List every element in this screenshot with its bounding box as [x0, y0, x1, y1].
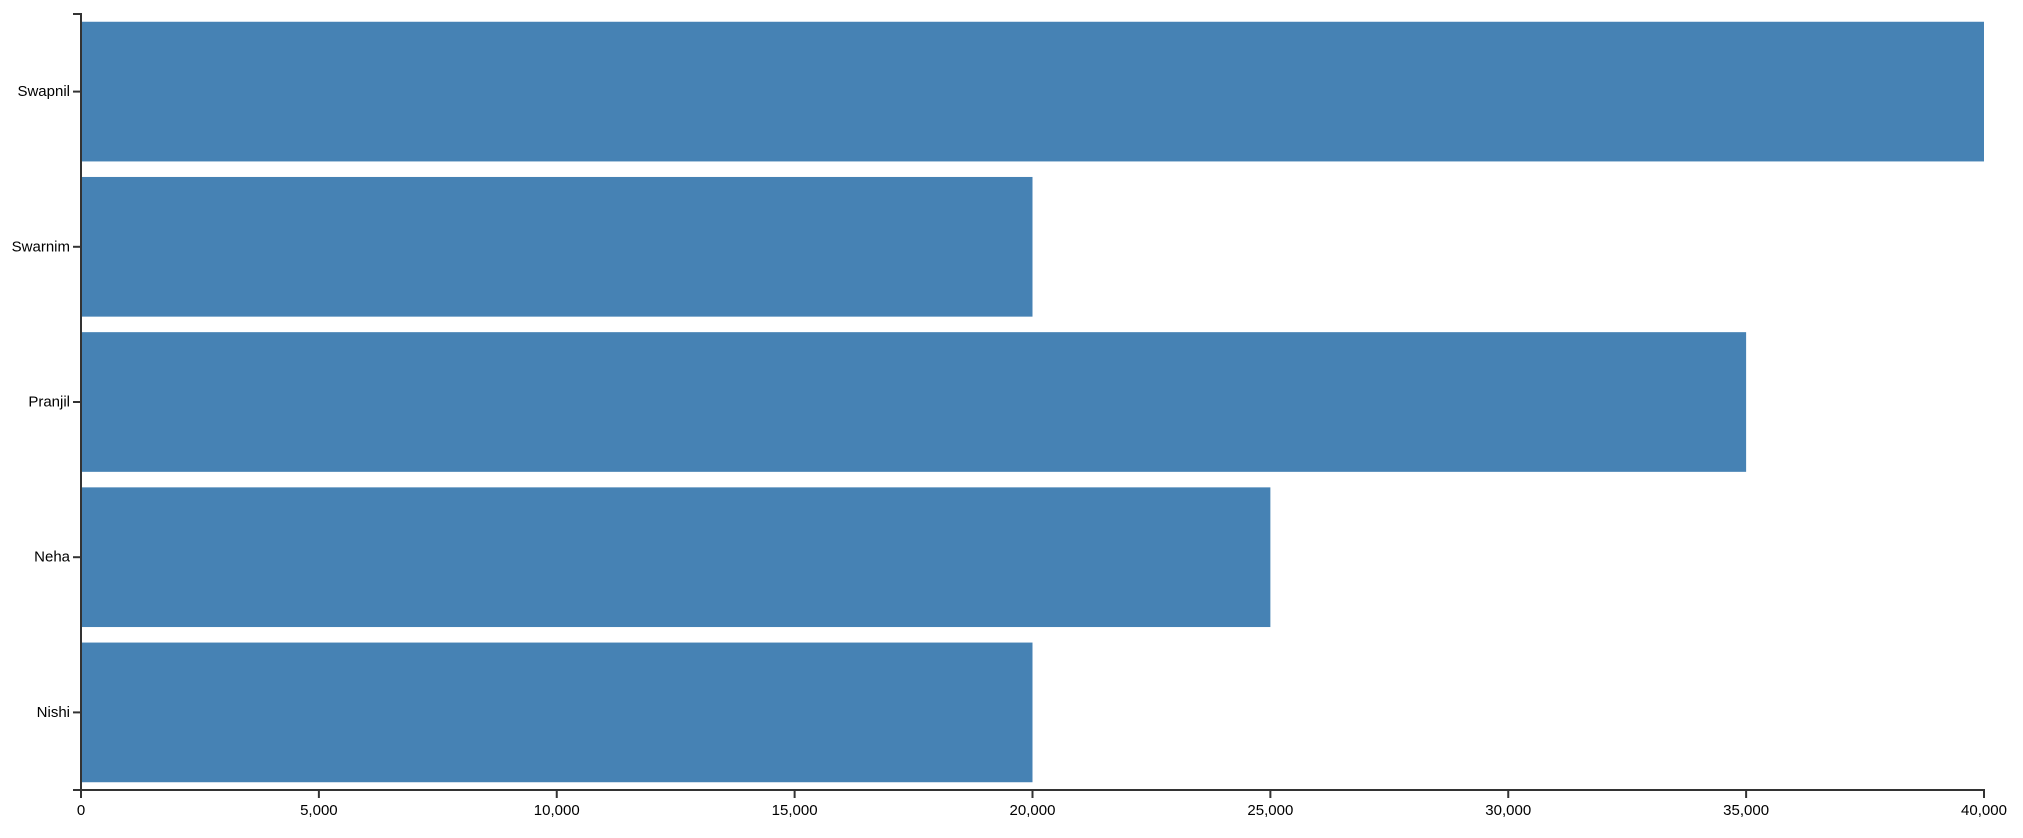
- x-tick-label: 25,000: [1247, 802, 1293, 819]
- bars-group: [81, 21, 1984, 783]
- bar-neha: [81, 487, 1271, 628]
- y-tick-label: Nishi: [37, 704, 70, 721]
- x-tick-label: 35,000: [1723, 802, 1769, 819]
- x-tick-label: 15,000: [772, 802, 818, 819]
- x-tick-label: 0: [77, 802, 85, 819]
- x-tick-label: 30,000: [1485, 802, 1531, 819]
- y-tick-label: Swapnil: [17, 83, 70, 100]
- y-tick-label: Neha: [34, 549, 71, 566]
- y-tick-label: Swarnim: [12, 238, 70, 255]
- bar-pranjil: [81, 332, 1747, 472]
- x-tick-label: 5,000: [300, 802, 338, 819]
- x-tick-label: 10,000: [534, 802, 580, 819]
- bar-swapnil: [81, 21, 1984, 162]
- y-tick-label: Pranjil: [28, 394, 70, 411]
- bar-swarnim: [81, 176, 1033, 317]
- bar-nishi: [81, 642, 1033, 783]
- y-axis: Swapnil Swarnim Pranjil Neha Nishi: [12, 13, 82, 791]
- x-axis: 0 5,000 10,000 15,000 20,000 25,000 30,000 35,0…: [77, 789, 2007, 819]
- x-tick-label: 40,000: [1961, 802, 2007, 819]
- x-tick-label: 20,000: [1010, 802, 1056, 819]
